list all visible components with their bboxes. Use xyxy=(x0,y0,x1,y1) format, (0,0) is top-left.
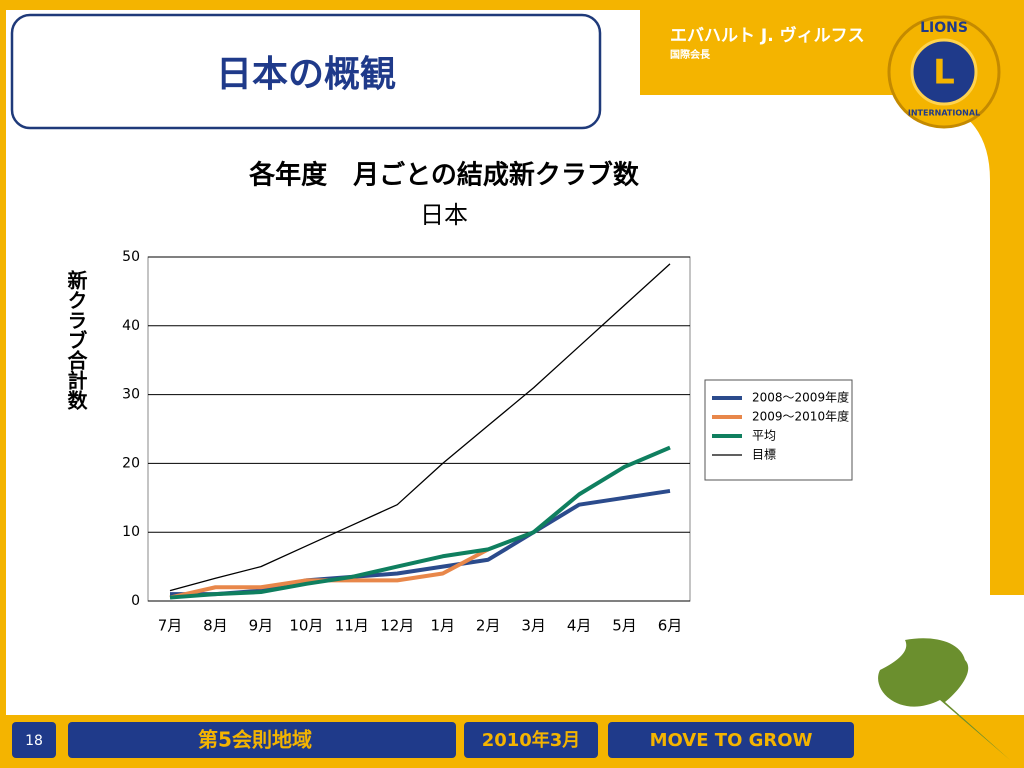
header-box xyxy=(10,13,602,130)
legend-label: 平均 xyxy=(752,429,776,443)
x-tick-label: 5月 xyxy=(612,617,637,635)
x-tick-label: 9月 xyxy=(249,617,274,635)
footer-slogan: MOVE TO GROW xyxy=(650,730,813,751)
series-line xyxy=(169,445,671,600)
legend-label: 2008～2009年度 xyxy=(752,390,849,405)
page-number: 18 xyxy=(25,733,43,749)
x-tick-label: 2月 xyxy=(476,617,501,635)
x-tick-label: 3月 xyxy=(521,617,546,635)
y-tick-label: 50 xyxy=(122,249,140,265)
x-tick-label: 10月 xyxy=(289,617,323,635)
x-tick-label: 1月 xyxy=(430,617,455,635)
footer-box xyxy=(608,722,854,758)
x-tick-label: 4月 xyxy=(567,617,592,635)
logo-letter: L xyxy=(933,53,955,93)
footer-box xyxy=(68,722,456,758)
y-tick-label: 40 xyxy=(122,318,140,334)
y-tick-label: 0 xyxy=(131,593,140,609)
legend-box xyxy=(704,379,853,481)
content-lower xyxy=(6,595,1024,715)
y-tick-label: 20 xyxy=(122,455,140,471)
x-tick-label: 11月 xyxy=(335,617,369,635)
ginkgo-leaf xyxy=(878,638,1010,760)
chart-title: 各年度 月ごとの結成新クラブ数 xyxy=(248,160,640,191)
x-tick-label: 6月 xyxy=(658,617,683,635)
slide-title: 日本の概観 xyxy=(216,54,396,95)
y-axis-label: 新クラブ合計数 xyxy=(64,269,88,411)
footer-area: 第5会則地域 xyxy=(198,728,312,752)
legend-label: 2009～2010年度 xyxy=(752,409,849,424)
logo-center xyxy=(910,38,978,106)
presenter: エバハルト J. ヴィルフス xyxy=(670,25,865,46)
y-tick-label: 10 xyxy=(122,524,140,540)
x-tick-label: 7月 xyxy=(158,617,183,635)
footer-date: 2010年3月 xyxy=(482,729,581,751)
logo-bottom: INTERNATIONAL xyxy=(908,109,980,118)
series-line xyxy=(169,263,671,592)
footer-box xyxy=(12,722,56,758)
logo-top: LIONS xyxy=(920,20,968,36)
chart-subtitle: 日本 xyxy=(420,201,468,229)
x-tick-label: 12月 xyxy=(380,617,414,635)
y-tick-label: 30 xyxy=(122,387,140,403)
x-tick-label: 8月 xyxy=(203,617,228,635)
footer-box xyxy=(464,722,598,758)
presenter-role: 国際会長 xyxy=(670,48,711,61)
legend-label: 目標 xyxy=(752,448,776,462)
